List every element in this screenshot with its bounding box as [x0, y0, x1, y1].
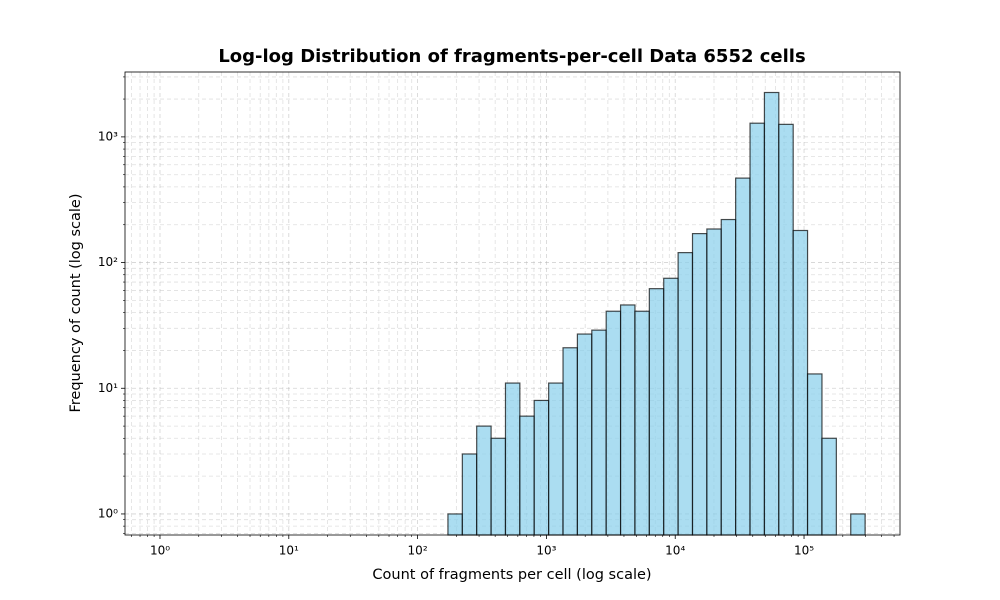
bar [763, 91, 780, 536]
bar [634, 310, 650, 536]
bar [548, 382, 564, 536]
bar [663, 277, 679, 536]
bar [821, 437, 837, 536]
plot-frame [124, 71, 901, 536]
bar [749, 122, 766, 536]
x-tick-label: 10² [408, 544, 428, 558]
chart-title: Log-log Distribution of fragments-per-ce… [218, 46, 805, 67]
bar [850, 513, 866, 536]
y-tick-label: 10⁰ [98, 506, 118, 520]
bar [519, 415, 535, 536]
x-tick-label: 10⁰ [150, 544, 170, 558]
y-tick-label: 10³ [98, 129, 118, 143]
x-tick-label: 10³ [536, 544, 556, 558]
bar [778, 123, 794, 536]
x-axis-label: Count of fragments per cell (log scale) [372, 567, 651, 583]
bar [461, 453, 478, 536]
bar [706, 228, 722, 536]
bar [605, 310, 622, 536]
bar [533, 399, 550, 536]
y-tick-label: 10¹ [98, 381, 118, 395]
bar [619, 304, 636, 536]
bar [591, 329, 607, 536]
x-tick-label: 10⁵ [794, 544, 814, 558]
y-axis-label: Frequency of count (log scale) [68, 193, 84, 412]
bar [806, 373, 823, 536]
bar [490, 437, 507, 536]
bar [735, 177, 751, 536]
x-tick-label: 10⁴ [665, 544, 685, 558]
y-tick-label: 10² [98, 255, 118, 269]
x-tick-label: 10¹ [279, 544, 299, 558]
bar [648, 288, 665, 536]
bar [792, 229, 809, 536]
bar [562, 347, 578, 536]
bar [691, 233, 708, 536]
bar [447, 513, 463, 536]
bar [476, 425, 492, 536]
bar [576, 333, 593, 536]
bar [677, 252, 694, 536]
bar [504, 382, 521, 536]
bar [720, 218, 737, 536]
